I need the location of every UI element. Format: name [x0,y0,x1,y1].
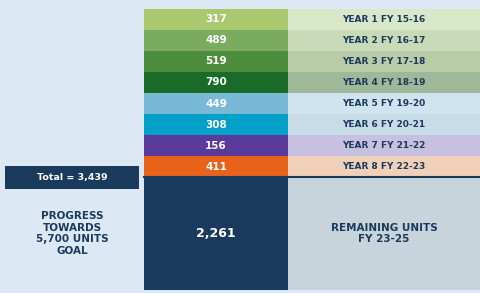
Text: YEAR 1 FY 15-16: YEAR 1 FY 15-16 [342,15,426,24]
Bar [288,30,480,51]
Bar [5,166,139,189]
Text: YEAR 2 FY 16-17: YEAR 2 FY 16-17 [342,36,426,45]
Bar [288,51,480,72]
Bar [288,177,480,290]
Text: 411: 411 [205,162,227,172]
Text: YEAR 8 FY 22-23: YEAR 8 FY 22-23 [342,162,426,171]
Bar [144,114,288,135]
Bar [288,114,480,135]
Text: YEAR 4 FY 18-19: YEAR 4 FY 18-19 [342,78,426,87]
Text: YEAR 3 FY 17-18: YEAR 3 FY 17-18 [342,57,426,66]
Bar [288,9,480,30]
Bar [144,9,288,30]
Text: 449: 449 [205,98,227,109]
Bar [144,93,288,114]
Text: YEAR 6 FY 20-21: YEAR 6 FY 20-21 [342,120,426,129]
Text: 519: 519 [205,57,227,67]
Text: PROGRESS
TOWARDS
5,700 UNITS
GOAL: PROGRESS TOWARDS 5,700 UNITS GOAL [36,211,108,256]
Text: 317: 317 [205,14,227,24]
Bar [144,51,288,72]
Text: 2,261: 2,261 [196,227,236,240]
Text: REMAINING UNITS
FY 23-25: REMAINING UNITS FY 23-25 [331,223,437,244]
Bar [144,177,288,290]
Bar [144,72,288,93]
Text: YEAR 7 FY 21-22: YEAR 7 FY 21-22 [342,141,426,150]
Text: YEAR 5 FY 19-20: YEAR 5 FY 19-20 [342,99,426,108]
Bar [288,135,480,156]
Bar [144,30,288,51]
Bar [288,93,480,114]
Bar [144,156,288,177]
Bar [288,72,480,93]
Text: 489: 489 [205,35,227,45]
Text: 790: 790 [205,77,227,88]
Text: 156: 156 [205,141,227,151]
Text: 308: 308 [205,120,227,130]
Text: Total = 3,439: Total = 3,439 [36,173,108,182]
Bar [144,135,288,156]
Bar [288,156,480,177]
